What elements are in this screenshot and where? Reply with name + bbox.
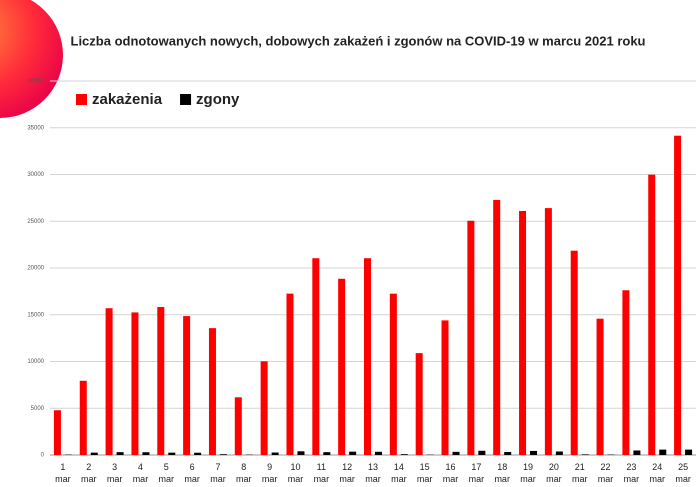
bar — [555, 451, 563, 455]
y-tick-label: 25000 — [27, 219, 44, 225]
bar — [622, 290, 630, 455]
bar — [349, 451, 357, 455]
y-tick-label: 0 — [41, 453, 45, 459]
bar — [478, 450, 486, 455]
bar — [596, 318, 604, 455]
x-tick-label: 18 mar — [494, 462, 510, 484]
x-tick-label: 21 mar — [572, 462, 588, 484]
bar — [441, 320, 449, 455]
bar — [194, 452, 202, 455]
bar — [219, 454, 227, 455]
bar — [674, 135, 682, 455]
y-tick-label: 5000 — [31, 406, 45, 412]
bar — [400, 454, 408, 455]
x-tick-label: 2 mar — [81, 462, 97, 484]
bar — [519, 210, 527, 455]
y-tick-label: 35000 — [27, 125, 44, 131]
bar — [544, 208, 552, 455]
bar — [131, 312, 139, 455]
bar — [570, 250, 578, 455]
x-tick-label: 17 mar — [469, 462, 485, 484]
chart-title: Liczba odnotowanych nowych, dobowych zak… — [71, 33, 646, 48]
bar — [116, 452, 124, 455]
bar — [504, 451, 512, 455]
x-tick-label: 1 mar — [55, 462, 71, 484]
legend-label: zgony — [196, 91, 240, 108]
x-tick-label: 20 mar — [546, 462, 562, 484]
bar — [338, 278, 346, 455]
x-tick-label: 24 mar — [649, 462, 665, 484]
bar — [452, 451, 460, 455]
bar — [659, 449, 667, 455]
y-tick-label: 20000 — [27, 266, 44, 272]
bar — [183, 316, 191, 455]
decoration — [0, 0, 63, 118]
bar — [90, 452, 98, 455]
legend: zakażenia zgony — [76, 91, 240, 108]
x-tick-label: 12 mar — [339, 462, 355, 484]
x-tick-label: 5 mar — [159, 462, 175, 484]
bar — [168, 452, 176, 455]
x-tick-label: 22 mar — [598, 462, 614, 484]
bar — [530, 450, 538, 455]
bar — [234, 397, 242, 455]
x-tick-label: 19 mar — [520, 462, 536, 484]
bar — [364, 258, 371, 455]
x-tick-label: 9 mar — [262, 462, 278, 484]
x-tick-label: 8 mar — [236, 462, 252, 484]
bar — [312, 258, 320, 455]
x-tick-label: 4 mar — [133, 462, 149, 484]
x-tick-label: 7 mar — [210, 462, 226, 484]
bar — [375, 451, 382, 455]
bar — [415, 353, 423, 455]
y-tick-label: 30000 — [27, 172, 44, 178]
bar — [105, 308, 113, 455]
bar — [581, 454, 589, 455]
bar — [685, 449, 693, 455]
bar — [633, 450, 641, 455]
bar — [157, 306, 165, 455]
bar — [297, 451, 305, 455]
bar — [286, 293, 294, 455]
x-tick-label: 14 mar — [391, 462, 407, 484]
y-tick-label: 40000 — [27, 79, 44, 85]
x-tick-label: 23 mar — [624, 462, 640, 484]
bar — [271, 452, 279, 455]
x-tick-label: 25 mar — [675, 462, 691, 484]
bar — [142, 452, 150, 455]
bar — [648, 174, 656, 456]
x-tick-label: 6 mar — [184, 462, 200, 484]
x-tick-label: 3 mar — [107, 462, 123, 484]
bar — [79, 380, 87, 455]
x-tick-label: 15 mar — [417, 462, 433, 484]
x-tick-label: 13 mar — [365, 462, 381, 484]
y-tick-label: 10000 — [27, 359, 44, 365]
legend-swatch — [180, 94, 192, 105]
bar — [53, 410, 61, 455]
legend-swatch — [76, 94, 87, 105]
bar — [389, 293, 397, 455]
bar — [208, 328, 216, 455]
x-tick-label: 16 mar — [443, 462, 459, 484]
x-tick-label: 10 mar — [288, 462, 304, 484]
bar — [260, 361, 268, 455]
x-tick-label: 11 mar — [314, 462, 330, 484]
y-tick-label: 15000 — [27, 312, 44, 318]
bar — [467, 220, 475, 455]
bar — [323, 452, 331, 455]
bar — [493, 199, 501, 455]
legend-label: zakażenia — [92, 91, 163, 108]
